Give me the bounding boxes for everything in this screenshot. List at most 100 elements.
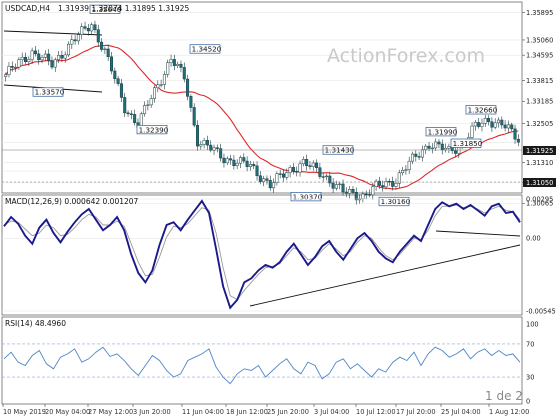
price-annotation-label: 1.31850	[453, 139, 483, 148]
candle-body	[123, 97, 127, 114]
candle-body	[311, 162, 315, 167]
candle-body	[90, 24, 94, 32]
candle-body	[252, 164, 256, 167]
macd-trendline-top	[435, 230, 521, 237]
candle-body	[229, 158, 233, 161]
candle-body	[209, 144, 213, 151]
candle-body	[381, 185, 385, 188]
x-tick-label: 1 Aug 12:00	[489, 408, 529, 416]
rsi-line	[3, 346, 521, 385]
candle-body	[205, 140, 209, 146]
candle-body	[262, 178, 266, 182]
candle-body	[63, 54, 67, 59]
candle-body	[14, 66, 18, 69]
candle-body	[20, 56, 24, 60]
candle-body	[149, 98, 153, 106]
candle-body	[397, 172, 401, 184]
rsi-tick-label: 0	[526, 397, 530, 405]
candle-body	[83, 26, 87, 29]
candle-body	[377, 180, 381, 186]
candle-body	[348, 189, 352, 194]
candle-body	[394, 183, 398, 187]
svg-text:1.31050: 1.31050	[526, 179, 553, 187]
candle-body	[40, 57, 44, 61]
candle-body	[222, 157, 226, 164]
candle-body	[301, 159, 305, 165]
candle-body	[328, 175, 332, 184]
x-tick-label: 25 Jun 20:00	[267, 408, 309, 416]
candle-body	[195, 124, 200, 147]
candle-body	[420, 149, 424, 158]
price-annotation-label: 1.32660	[468, 105, 498, 114]
candle-body	[364, 193, 368, 196]
price-annotation-box	[378, 196, 410, 207]
price-annotation-box	[450, 138, 482, 148]
price-tick-label: 1.31310	[526, 159, 553, 167]
candle-body	[255, 165, 259, 177]
candle-body	[427, 145, 431, 149]
candle-body	[66, 43, 71, 56]
macd-tick-label: -0.00545	[526, 307, 556, 315]
candle-body	[321, 176, 325, 178]
candle-body	[162, 74, 166, 85]
candle-body	[487, 118, 491, 123]
price-annotation-label: 1.33570	[35, 88, 65, 97]
candle-body	[93, 24, 97, 30]
candle-body	[278, 173, 282, 175]
candle-body	[57, 55, 61, 60]
candle-body	[272, 182, 276, 189]
candle-body	[192, 107, 196, 126]
candle-body	[242, 157, 246, 162]
candle-body	[126, 112, 130, 115]
price-annotation-box	[290, 192, 322, 202]
macd-tick-label: 0.00	[526, 235, 541, 243]
candle-body	[305, 159, 309, 166]
watermark: ActionForex.com	[327, 45, 485, 67]
candle-body	[404, 169, 408, 171]
candle-body	[516, 138, 520, 143]
candle-body	[4, 74, 8, 77]
price-annotation-label: 1.35640	[92, 5, 122, 14]
candle-body	[374, 180, 378, 187]
candle-body	[295, 171, 299, 173]
x-tick-label: 17 Jul 20:00	[396, 408, 436, 416]
x-tick-label: 20 May 04:00	[45, 408, 90, 416]
price-annotation-label: 1.30160	[381, 197, 411, 206]
price-panel-frame	[1, 1, 523, 194]
candle-body	[430, 147, 434, 149]
price-annotation-box	[136, 124, 168, 135]
candle-body	[341, 183, 345, 193]
candle-body	[483, 118, 487, 124]
candle-body	[367, 194, 372, 196]
candle-body	[152, 87, 157, 99]
x-tick-label: 27 May 12:00	[88, 408, 133, 416]
candle-body	[414, 153, 418, 157]
macd-line	[3, 199, 521, 310]
candle-body	[493, 122, 497, 128]
macd-tick-label: 0.00295	[526, 195, 553, 203]
price-header-symbol: USDCAD,H4	[5, 4, 50, 13]
candle-body	[232, 159, 236, 167]
candle-body	[275, 173, 279, 183]
svg-text:1.31925: 1.31925	[526, 147, 553, 155]
candle-body	[401, 170, 405, 174]
macd-trendline	[249, 244, 521, 307]
x-tick-label: 3 Jul 04:00	[314, 408, 349, 416]
candle-body	[447, 146, 451, 149]
candle-body	[53, 59, 57, 68]
candle-body	[60, 55, 64, 59]
candle-body	[281, 173, 286, 178]
price-tick-label: 1.35895	[526, 9, 553, 17]
price-header-quotes: 1.31939 1.32074 1.31895 1.31925	[58, 4, 189, 13]
candle-body	[23, 56, 28, 63]
candle-body	[354, 192, 358, 201]
candle-body	[258, 175, 262, 182]
price-annotation-label: 1.34520	[192, 45, 222, 54]
candle-body	[510, 124, 514, 130]
candle-body	[113, 70, 117, 80]
candle-body	[133, 114, 137, 123]
rsi-tick-label: 100	[526, 320, 539, 328]
candle-body	[506, 124, 510, 129]
